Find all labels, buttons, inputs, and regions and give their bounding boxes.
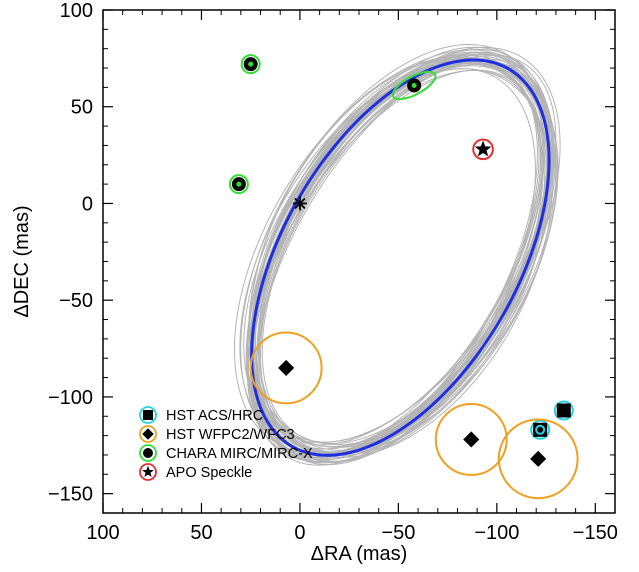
ensemble-orbit (252, 54, 548, 454)
error-circle (240, 54, 261, 75)
primary-star-ray (294, 197, 306, 210)
ensemble-orbit (240, 43, 550, 457)
y-tick-label: −100 (48, 387, 93, 409)
ensemble-orbit (251, 69, 543, 446)
legend-ring (139, 444, 157, 462)
error-circle (497, 418, 579, 500)
ensemble-orbit (257, 60, 559, 451)
data-points (228, 54, 579, 500)
x-tick-label: −150 (573, 522, 618, 544)
error-circle (553, 400, 574, 421)
error-circle (434, 403, 508, 476)
legend-marker-circle (143, 448, 153, 458)
ensemble-orbit (253, 65, 557, 448)
y-tick-label: 100 (60, 0, 93, 22)
ensemble-orbit (249, 62, 558, 455)
error-ellipse (391, 70, 437, 101)
x-tick-label: −100 (474, 522, 519, 544)
ensemble-orbit (245, 58, 555, 463)
x-tick-label: −50 (381, 522, 415, 544)
ensemble-orbit (248, 56, 544, 448)
x-tick-label: 50 (190, 522, 212, 544)
ensemble-orbit (252, 60, 554, 454)
ensemble-orbit (247, 51, 553, 458)
legend-marker-star (142, 465, 154, 478)
ensemble-orbit (256, 68, 536, 454)
data-point-star (474, 140, 492, 157)
legend-marker-square (143, 410, 153, 420)
y-tick-label: 50 (71, 97, 93, 119)
error-circle (472, 138, 494, 161)
ensemble-orbit (256, 48, 553, 460)
best-fit-orbit (250, 58, 551, 457)
data-point-diamond (530, 450, 547, 467)
ensemble-orbit (256, 55, 549, 466)
ensemble-orbit (261, 58, 555, 444)
error-circle (228, 174, 249, 195)
legend-label: HST ACS/HRC (166, 408, 263, 424)
axis-ticks: 100 50 0 −50 −100 −150 100 50 0 −50 −100 −150 (48, 0, 618, 544)
legend-ring (139, 425, 157, 443)
ensemble-orbit (243, 62, 545, 444)
data-point-square (556, 403, 571, 418)
data-point-diamond (278, 359, 295, 376)
ensemble-orbit (255, 54, 557, 455)
ensemble-orbit (250, 46, 549, 461)
ensemble-orbit (250, 57, 545, 466)
ensemble-orbit (250, 52, 545, 459)
y-tick-label: −50 (59, 290, 93, 312)
ensemble-orbit (248, 62, 546, 447)
y-axis-title: ΔDEC (mas) (11, 205, 33, 317)
y-tick-label: −150 (48, 484, 93, 506)
ensemble-orbit (247, 62, 540, 462)
legend-label: HST WFPC2/WFC3 (166, 427, 295, 443)
ensemble-orbit (246, 58, 558, 462)
legend-label: APO Speckle (166, 465, 252, 481)
ensemble-orbit (246, 46, 561, 454)
ensemble-orbit (246, 69, 542, 458)
ensemble-orbit (239, 57, 556, 454)
inner-dot (411, 82, 417, 88)
inner-dot (248, 61, 254, 67)
legend-marker-diamond (142, 428, 154, 440)
inner-ring (535, 424, 546, 435)
orbit-ensemble (233, 43, 561, 466)
ensemble-orbit (249, 51, 553, 453)
best-fit-orbit-path (250, 58, 551, 457)
ensemble-orbit (251, 68, 553, 458)
inner-dot (236, 181, 242, 187)
ensemble-orbit (249, 57, 548, 446)
y-tick-label: 0 (82, 193, 93, 215)
error-circle (530, 419, 551, 440)
legend-ring (139, 463, 157, 481)
ensemble-orbit (260, 63, 552, 455)
ensemble-orbit (252, 61, 542, 443)
ensemble-orbit (252, 53, 551, 450)
data-point-diamond (463, 431, 480, 448)
legend-label: CHARA MIRC/MIRC-X (166, 446, 313, 462)
ensemble-orbit (251, 61, 550, 457)
ensemble-orbit (258, 60, 550, 453)
error-circle (249, 331, 323, 405)
legend: HST ACS/HRC HST WFPC2/WFC3 CHARA MIRC/MIRC… (139, 406, 313, 481)
legend-ring (139, 406, 157, 424)
ensemble-orbit (255, 61, 552, 453)
x-tick-label: 0 (294, 522, 305, 544)
x-tick-label: 100 (86, 522, 119, 544)
x-axis-title: ΔRA (mas) (311, 543, 408, 565)
ensemble-orbit (250, 62, 553, 464)
ensemble-orbit (258, 60, 551, 450)
ensemble-orbit (247, 54, 538, 459)
